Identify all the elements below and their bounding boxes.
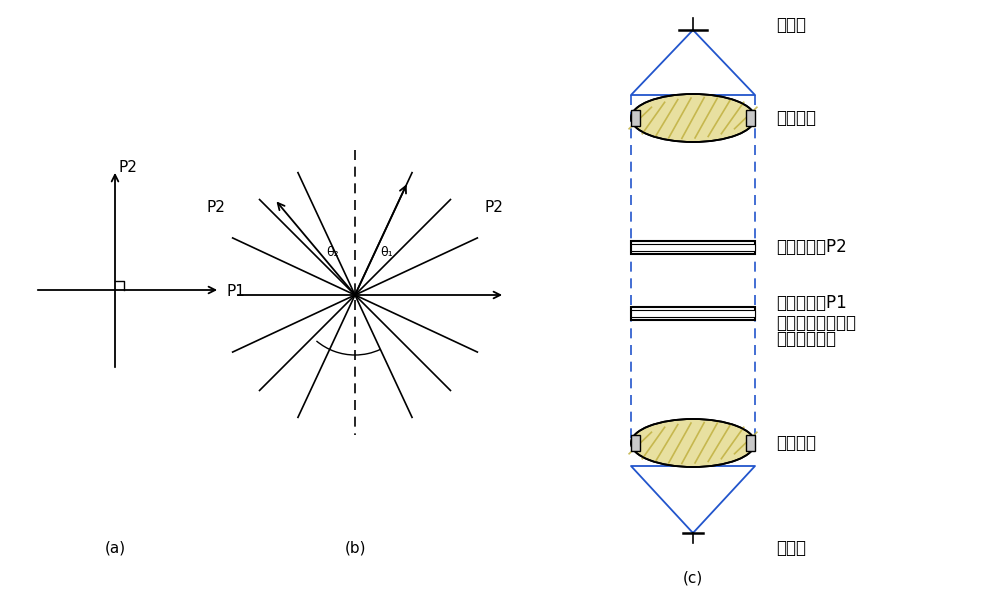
Bar	[631, 309, 755, 316]
Text: 准直透镜: 准直透镜	[776, 434, 816, 452]
Bar	[631, 306, 755, 319]
Ellipse shape	[631, 94, 755, 142]
Bar	[631, 435, 640, 451]
Text: 聚焦透镜: 聚焦透镜	[776, 109, 816, 127]
Text: P2: P2	[484, 200, 503, 215]
Text: (c): (c)	[683, 570, 703, 585]
Text: θ₂: θ₂	[327, 247, 339, 259]
Text: 待装偏振片P2: 待装偏振片P2	[776, 238, 847, 256]
Bar	[631, 241, 755, 253]
Text: 探测器: 探测器	[776, 16, 806, 34]
Bar	[631, 110, 640, 126]
Text: 基准偏振片P1: 基准偏振片P1	[776, 294, 847, 312]
Ellipse shape	[631, 419, 755, 467]
Text: 制起偏方向）: 制起偏方向）	[776, 330, 836, 348]
Text: 点光源: 点光源	[776, 539, 806, 557]
Text: θ₁: θ₁	[381, 247, 393, 259]
Text: P2: P2	[207, 200, 226, 215]
Text: (b): (b)	[344, 541, 366, 555]
Text: P2: P2	[119, 160, 138, 175]
Bar	[631, 244, 755, 250]
Bar	[746, 110, 755, 126]
Bar	[746, 435, 755, 451]
Text: （通过转台精密控: （通过转台精密控	[776, 314, 856, 332]
Text: (a): (a)	[104, 541, 126, 555]
Text: P1: P1	[227, 284, 246, 300]
